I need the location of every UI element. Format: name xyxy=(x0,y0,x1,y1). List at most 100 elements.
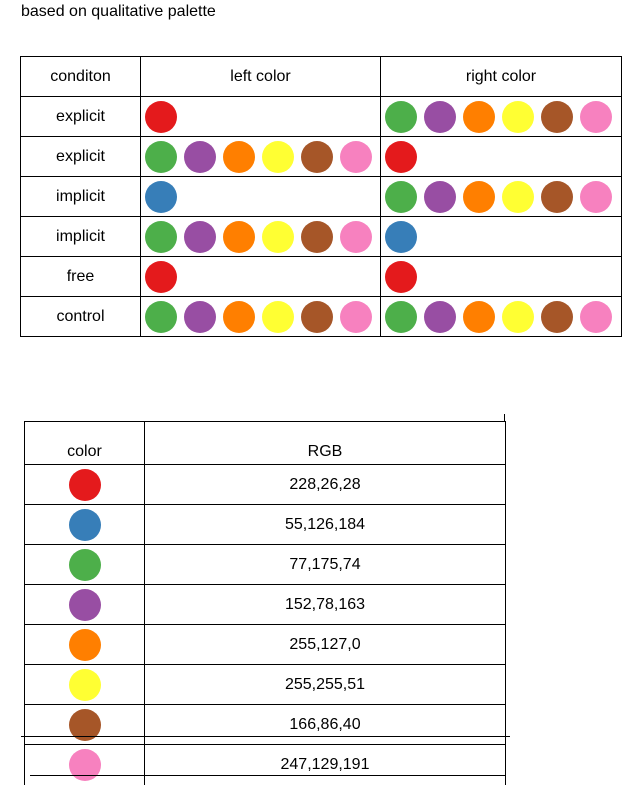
rgb-value-cell: 77,175,74 xyxy=(144,544,506,585)
color-swatch-cell xyxy=(24,464,145,505)
left-color-swatches xyxy=(145,177,380,216)
color-swatch-cell xyxy=(24,504,145,545)
right-color-swatches xyxy=(385,217,621,256)
left-color-swatches xyxy=(145,297,380,336)
condition-cell: control xyxy=(20,296,141,337)
yellow-swatch-icon xyxy=(262,220,294,253)
right-color-swatches xyxy=(385,97,621,136)
yellow-swatch-icon xyxy=(262,140,294,173)
brown-swatch-icon xyxy=(301,140,333,173)
brown-swatch-icon xyxy=(68,708,101,741)
rgb-value-cell: 255,127,0 xyxy=(144,624,506,665)
left-color-cell xyxy=(140,256,381,297)
header-rgb: RGB xyxy=(144,421,506,465)
rgb-table: color RGB 228,26,28 55,126,184 77,175,74 15… xyxy=(24,421,506,785)
condition-table-header: conditon left color right color xyxy=(20,56,622,97)
right-color-swatches xyxy=(385,257,621,296)
left-color-cell xyxy=(140,136,381,177)
table-separator-line xyxy=(21,736,510,737)
right-color-cell xyxy=(380,136,622,177)
right-color-swatches xyxy=(385,137,621,176)
left-color-swatches xyxy=(145,97,380,136)
red-swatch-icon xyxy=(385,260,417,293)
yellow-swatch-icon xyxy=(68,668,101,701)
left-color-swatches xyxy=(145,137,380,176)
red-swatch-icon xyxy=(145,100,177,133)
table-row: 152,78,163 xyxy=(24,584,506,625)
left-color-swatches xyxy=(145,217,380,256)
right-color-swatches xyxy=(385,297,621,336)
orange-swatch-icon xyxy=(223,140,255,173)
rgb-table-header: color RGB xyxy=(24,421,506,465)
pink-swatch-icon xyxy=(580,100,612,133)
purple-swatch-icon xyxy=(424,180,456,213)
header-right-color: right color xyxy=(380,56,622,97)
yellow-swatch-icon xyxy=(502,300,534,333)
orange-swatch-icon xyxy=(463,180,495,213)
color-swatch-cell xyxy=(24,664,145,705)
table-row: 255,127,0 xyxy=(24,624,506,665)
purple-swatch-icon xyxy=(424,300,456,333)
yellow-swatch-icon xyxy=(502,180,534,213)
red-swatch-icon xyxy=(385,140,417,173)
right-color-cell xyxy=(380,96,622,137)
color-swatch-cell xyxy=(24,744,145,785)
header-condition: conditon xyxy=(20,56,141,97)
table-row: explicit xyxy=(20,136,622,177)
green-swatch-icon xyxy=(385,180,417,213)
left-color-cell xyxy=(140,216,381,257)
green-swatch-icon xyxy=(68,548,101,581)
red-swatch-icon xyxy=(145,260,177,293)
pink-swatch-icon xyxy=(340,300,372,333)
pink-swatch-icon xyxy=(340,140,372,173)
brown-swatch-icon xyxy=(541,100,573,133)
purple-swatch-icon xyxy=(184,300,216,333)
condition-cell: free xyxy=(20,256,141,297)
color-swatch-cell xyxy=(24,584,145,625)
red-swatch-icon xyxy=(68,468,101,501)
table-row: 55,126,184 xyxy=(24,504,506,545)
purple-swatch-icon xyxy=(424,100,456,133)
table-row: 228,26,28 xyxy=(24,464,506,505)
header-left-color: left color xyxy=(140,56,381,97)
table-row: implicit xyxy=(20,216,622,257)
orange-swatch-icon xyxy=(223,300,255,333)
right-color-cell xyxy=(380,216,622,257)
header-color: color xyxy=(24,421,145,465)
table-edge-tick xyxy=(504,414,505,422)
orange-swatch-icon xyxy=(463,100,495,133)
table-row: explicit xyxy=(20,96,622,137)
brown-swatch-icon xyxy=(301,300,333,333)
table-bottom-line xyxy=(30,775,505,776)
blue-swatch-icon xyxy=(385,220,417,253)
table-row: 255,255,51 xyxy=(24,664,506,705)
condition-table: conditon left color right color explicit… xyxy=(20,56,622,337)
pink-swatch-icon xyxy=(580,180,612,213)
right-color-cell xyxy=(380,256,622,297)
right-color-cell xyxy=(380,296,622,337)
rgb-value-cell: 247,129,191 xyxy=(144,744,506,785)
table-row: control xyxy=(20,296,622,337)
blue-swatch-icon xyxy=(68,508,101,541)
pink-swatch-icon xyxy=(580,300,612,333)
left-color-swatches xyxy=(145,257,380,296)
orange-swatch-icon xyxy=(223,220,255,253)
green-swatch-icon xyxy=(145,220,177,253)
green-swatch-icon xyxy=(145,140,177,173)
orange-swatch-icon xyxy=(463,300,495,333)
color-swatch-cell xyxy=(24,544,145,585)
pink-swatch-icon xyxy=(340,220,372,253)
green-swatch-icon xyxy=(385,300,417,333)
right-color-swatches xyxy=(385,177,621,216)
purple-swatch-icon xyxy=(184,140,216,173)
blue-swatch-icon xyxy=(145,180,177,213)
rgb-value-cell: 228,26,28 xyxy=(144,464,506,505)
condition-cell: implicit xyxy=(20,216,141,257)
brown-swatch-icon xyxy=(541,180,573,213)
rgb-value-cell: 255,255,51 xyxy=(144,664,506,705)
brown-swatch-icon xyxy=(301,220,333,253)
condition-cell: implicit xyxy=(20,176,141,217)
green-swatch-icon xyxy=(145,300,177,333)
right-color-cell xyxy=(380,176,622,217)
condition-cell: explicit xyxy=(20,96,141,137)
